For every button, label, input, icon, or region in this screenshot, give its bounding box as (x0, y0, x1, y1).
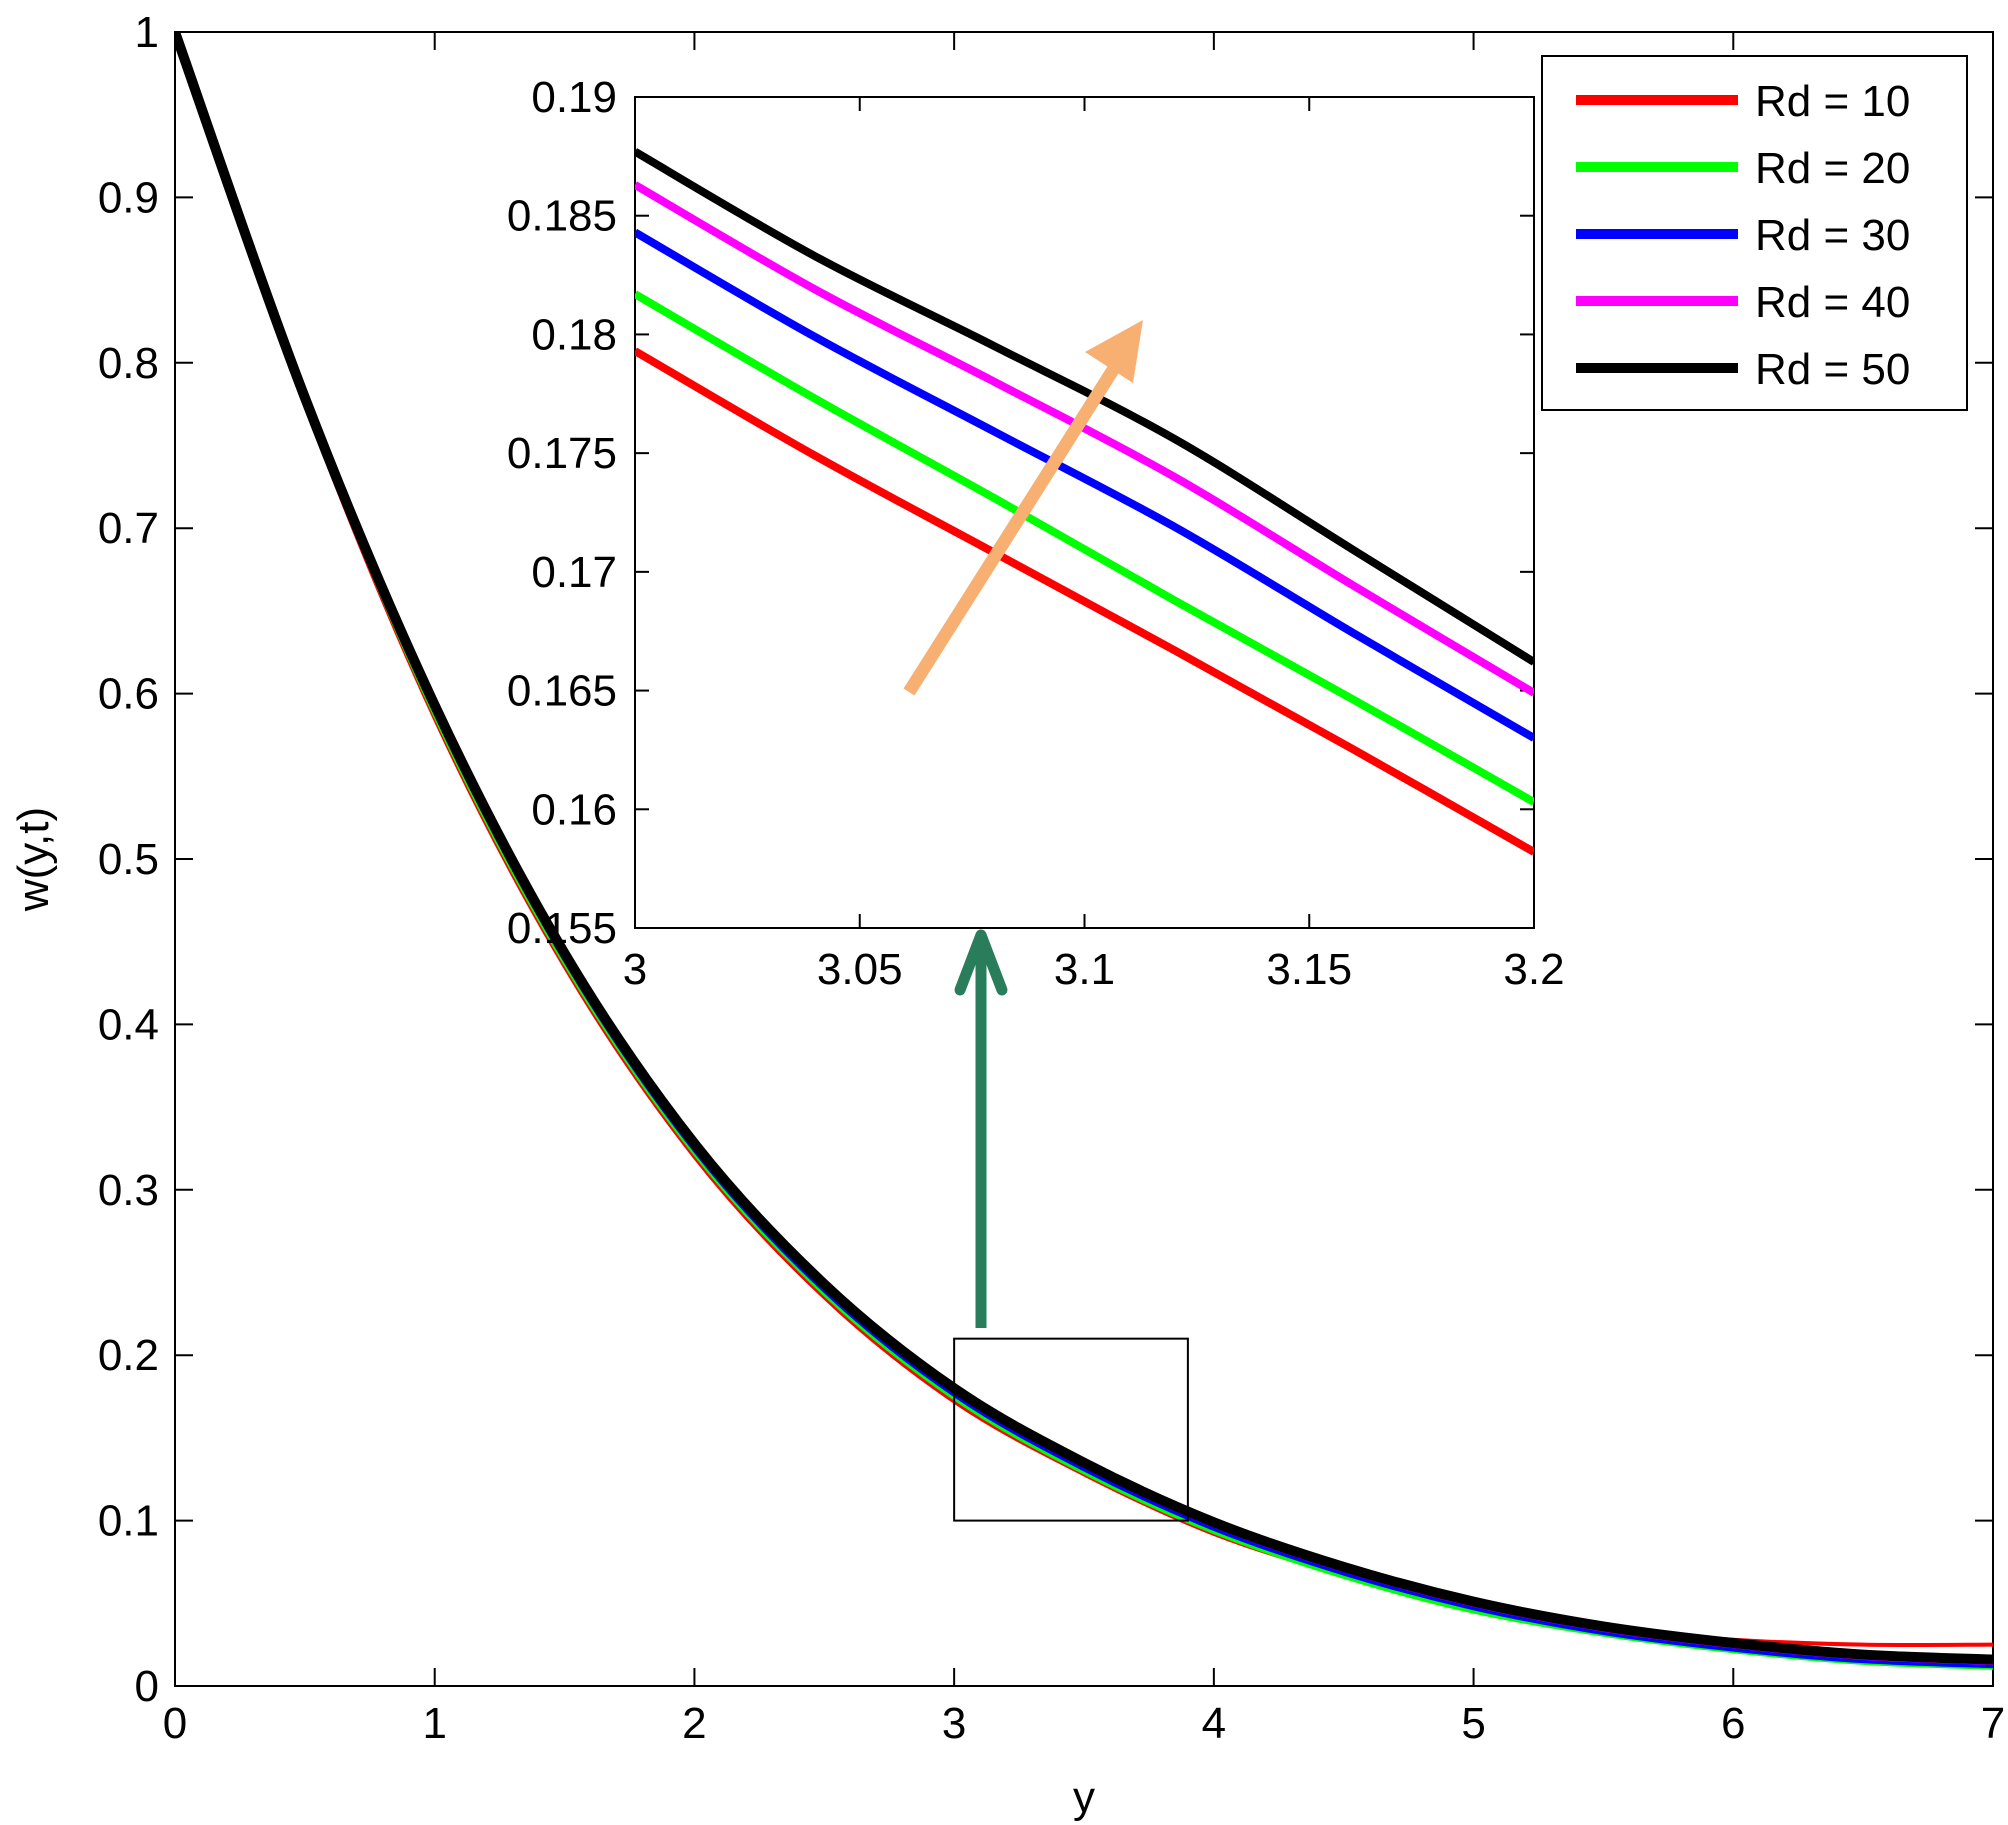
trend-arrow-shaft (903, 339, 1136, 696)
main-x-tick-label: 6 (1721, 1699, 1745, 1748)
inset-series-line-3 (635, 228, 1534, 742)
connector-arrow-head (954, 929, 1008, 996)
inset-y-tick-label: 0.19 (531, 73, 617, 122)
main-x-tick-label: 2 (682, 1699, 706, 1748)
inset-x-tick-label: 3.2 (1503, 945, 1564, 994)
main-y-tick-label: 0.7 (98, 504, 159, 553)
inset-x-tick-label: 3.15 (1266, 945, 1352, 994)
main-y-tick-labels: 0 0.1 0.2 0.3 0.4 0.5 0.6 0.7 0.8 0.9 1 (98, 8, 159, 1711)
inset-y-tick-label: 0.185 (507, 192, 617, 241)
inset-x-tick-label: 3 (623, 945, 647, 994)
inset-y-tick-label: 0.165 (507, 667, 617, 716)
main-y-tick-label: 0.8 (98, 339, 159, 388)
main-y-tick-label: 0.2 (98, 1331, 159, 1380)
legend-label-1: Rd = 10 (1755, 77, 1910, 126)
x-axis-title: y (1073, 1773, 1095, 1822)
main-x-tick-label: 4 (1202, 1699, 1226, 1748)
inset-series-line-5 (635, 148, 1534, 666)
connector-arrow (954, 929, 1008, 1328)
inset-plot-area (634, 96, 1535, 929)
legend: Rd = 10 Rd = 20 Rd = 30 Rd = 40 Rd = 50 (1541, 55, 1968, 411)
inset-x-tick-label: 3.1 (1054, 945, 1115, 994)
inset-series-line-4 (635, 181, 1534, 697)
inset-x-tick-label: 3.05 (817, 945, 903, 994)
main-x-tick-label: 5 (1461, 1699, 1485, 1748)
y-axis-title: w(y,t) (9, 807, 58, 912)
main-ticks (174, 31, 1994, 1687)
legend-items: Rd = 10 Rd = 20 Rd = 30 Rd = 40 Rd = 50 (1576, 77, 1910, 394)
inset-x-tick-labels: 3 3.05 3.1 3.15 3.2 (623, 945, 1565, 994)
inset-plot: 3 3.05 3.1 3.15 3.2 0.1550.160.1650.170.1750… (507, 73, 1565, 994)
main-y-tick-label: 0.9 (98, 173, 159, 222)
inset-y-tick-label: 0.175 (507, 429, 617, 478)
main-y-tick-label: 0.3 (98, 1166, 159, 1215)
inset-y-tick-label: 0.155 (507, 904, 617, 953)
inset-ticks (634, 96, 1535, 929)
inset-lines (635, 148, 1534, 856)
inset-series-line-1 (635, 347, 1534, 856)
main-y-tick-label: 0.5 (98, 835, 159, 884)
main-x-tick-label: 0 (163, 1699, 187, 1748)
main-y-tick-label: 1 (135, 8, 159, 57)
main-x-tick-label: 3 (942, 1699, 966, 1748)
main-x-tick-label: 7 (1981, 1699, 2005, 1748)
trend-arrow (903, 320, 1143, 696)
main-y-tick-label: 0.6 (98, 670, 159, 719)
main-x-tick-labels: 0 1 2 3 4 5 6 7 (163, 1699, 2005, 1748)
main-y-tick-label: 0.1 (98, 1497, 159, 1546)
legend-label-5: Rd = 50 (1755, 345, 1910, 394)
inset-y-tick-label: 0.16 (531, 785, 617, 834)
main-y-tick-label: 0.4 (98, 1000, 159, 1049)
main-x-tick-label: 1 (422, 1699, 446, 1748)
inset-y-tick-label: 0.17 (531, 548, 617, 597)
legend-label-3: Rd = 30 (1755, 211, 1910, 260)
zoom-region-box (953, 1337, 1189, 1522)
inset-y-tick-labels: 0.155 0.16 0.165 0.17 0.175 0.18 0.185 0.19 (507, 73, 617, 953)
trend-arrow-head (1085, 320, 1143, 383)
legend-label-2: Rd = 20 (1755, 144, 1910, 193)
inset-series-line-2 (635, 290, 1534, 806)
legend-label-4: Rd = 40 (1755, 278, 1910, 327)
main-y-tick-label: 0 (135, 1662, 159, 1711)
inset-y-tick-label: 0.18 (531, 310, 617, 359)
